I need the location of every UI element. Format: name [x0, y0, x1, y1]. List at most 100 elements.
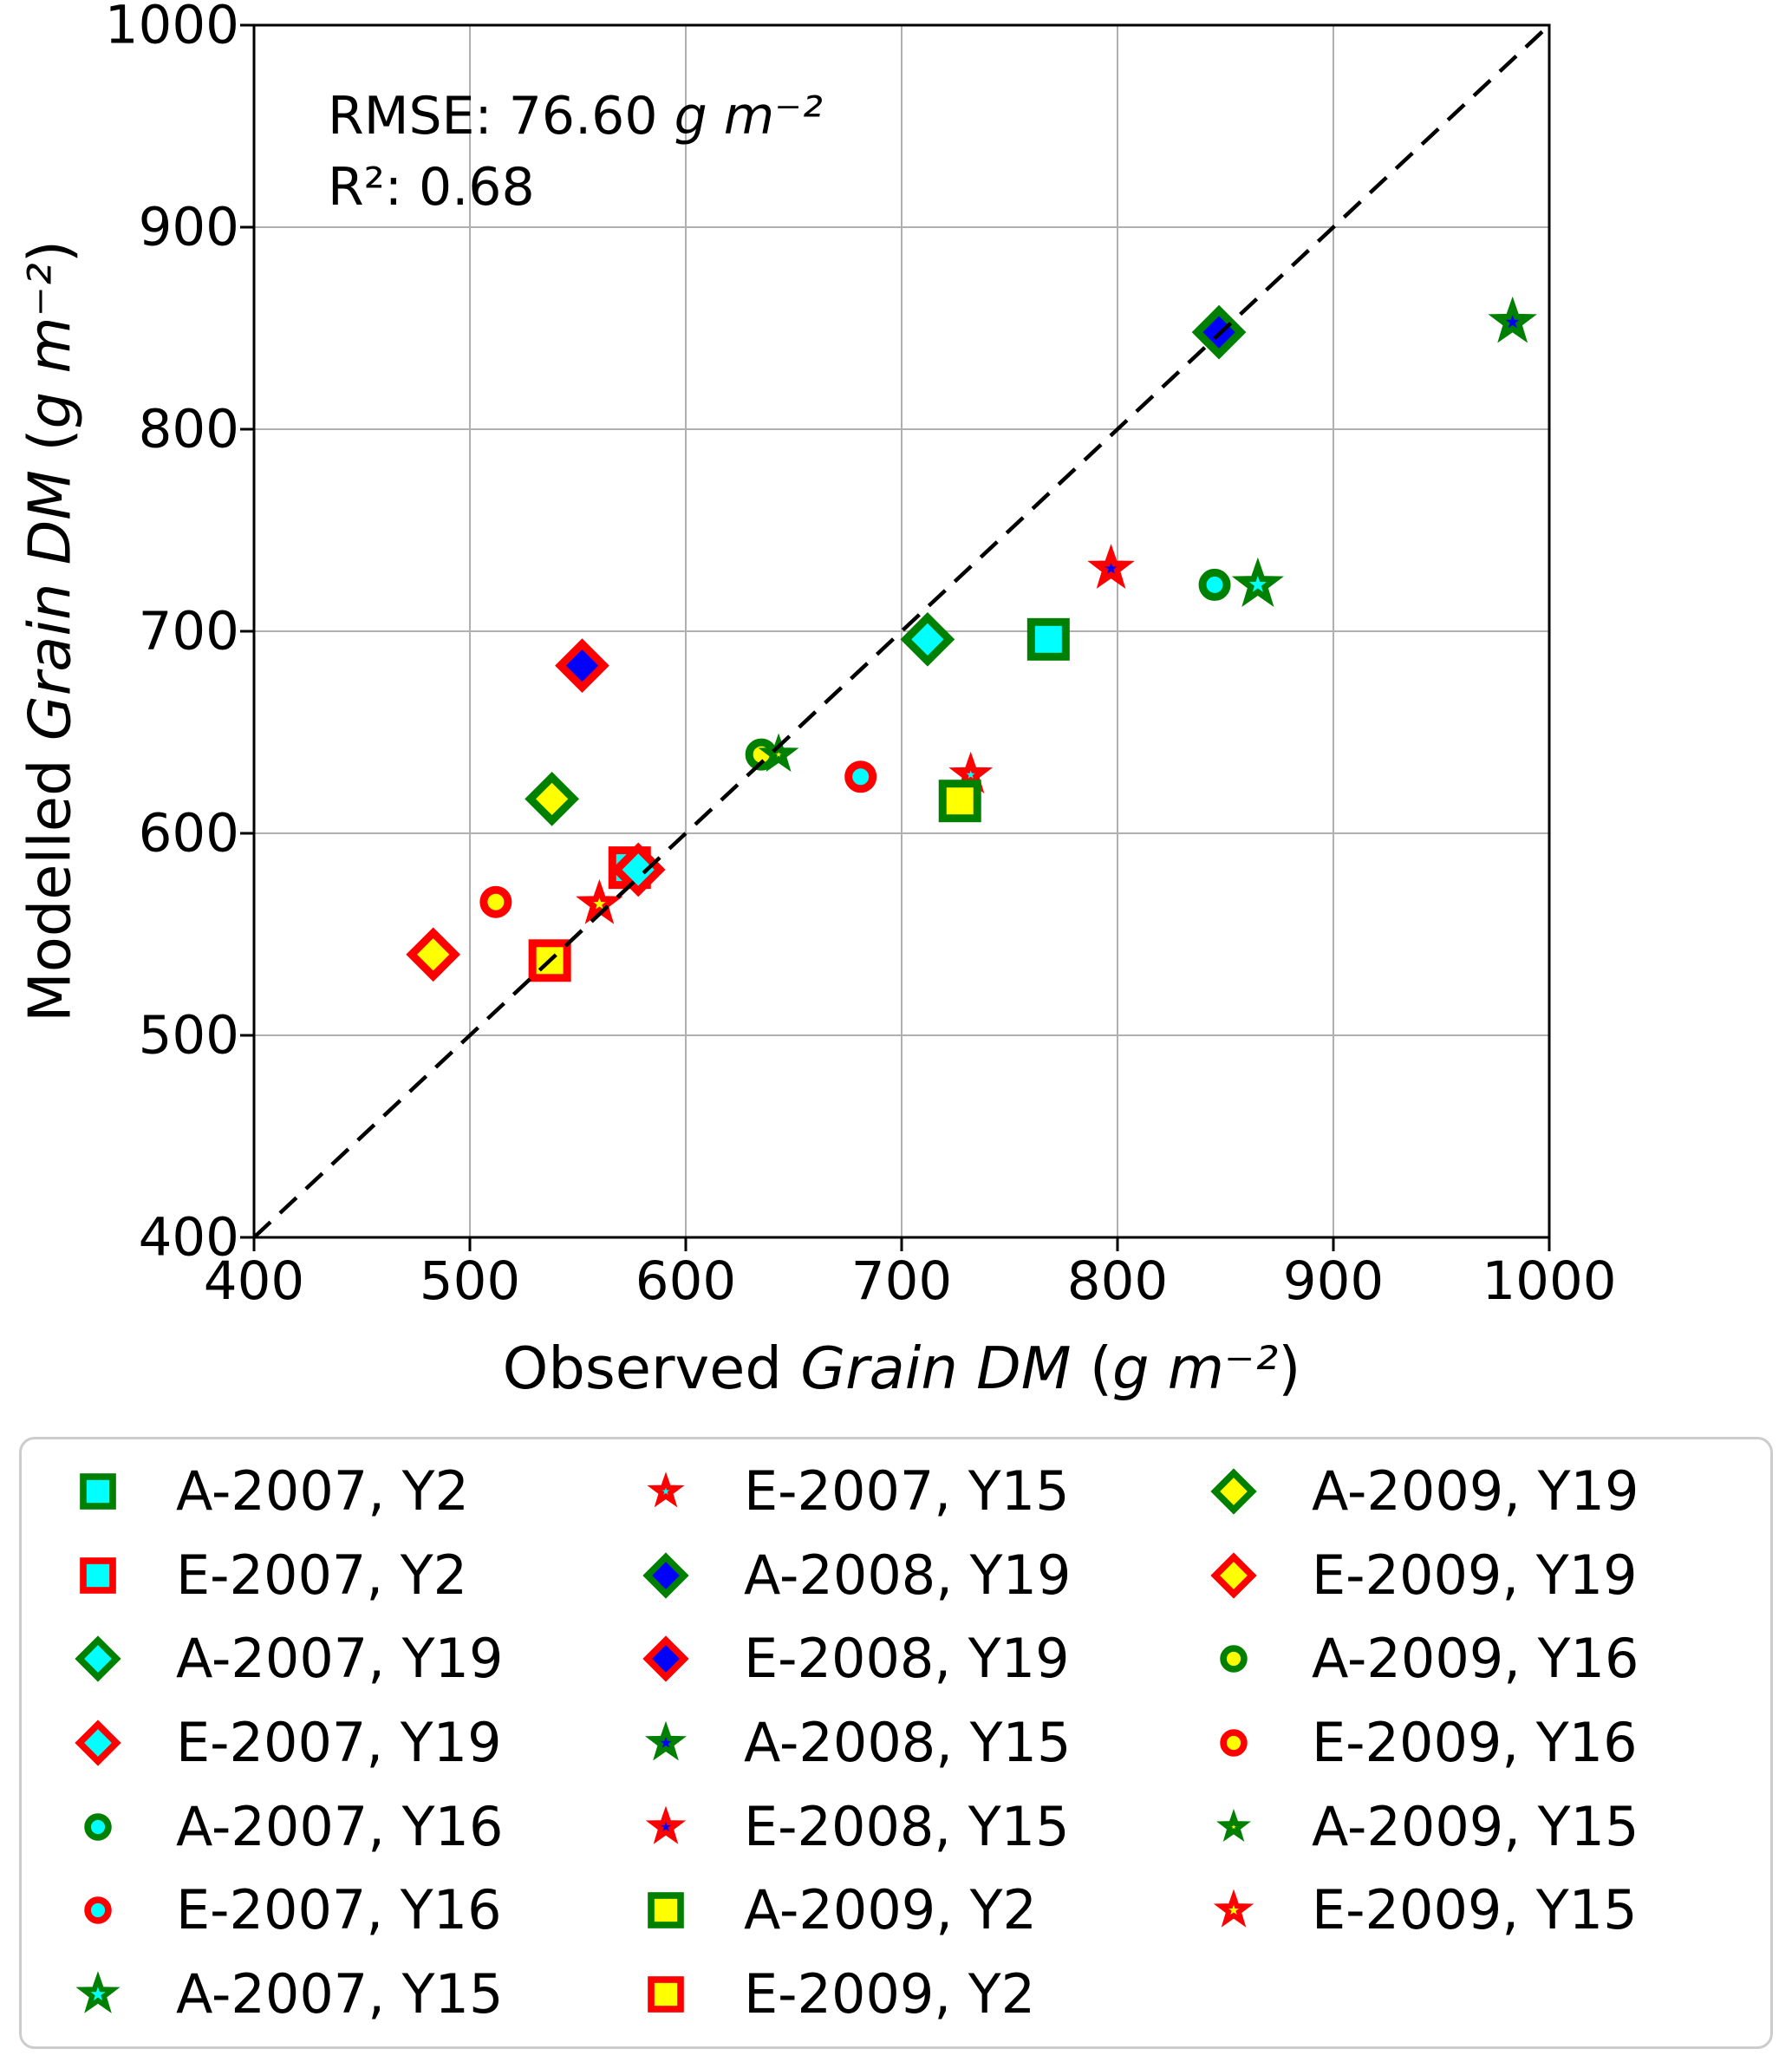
y-tick-label-400: 400	[138, 1206, 239, 1269]
legend-label: A-2007, Y15	[176, 1961, 504, 2026]
legend-item-A-2008-Y15: A-2008, Y15	[612, 1701, 1180, 1785]
legend-item-A-2009-Y15: A-2009, Y15	[1180, 1785, 1748, 1869]
legend-marker	[75, 1719, 121, 1766]
data-point-A-2009-Y16	[745, 738, 778, 771]
circle-marker-icon	[84, 1896, 112, 1924]
legend-label: E-2009, Y2	[744, 1961, 1036, 2026]
legend-item-E-2009-Y15: E-2009, Y15	[1180, 1869, 1748, 1953]
legend-item-A-2008-Y19: A-2008, Y19	[612, 1534, 1180, 1618]
legend-marker	[648, 1975, 684, 2013]
star-marker-icon	[647, 1471, 685, 1508]
y-tick-label-800: 800	[138, 398, 239, 460]
x-tick-label-900: 900	[1282, 1250, 1385, 1312]
data-point-E-2007-Y16	[844, 760, 877, 793]
legend-item-E-2007-Y15: E-2007, Y15	[612, 1450, 1180, 1534]
legend-marker	[1220, 1645, 1248, 1674]
legend-marker	[642, 1552, 689, 1599]
data-point-E-2009-Y15	[576, 878, 623, 924]
legend-item-A-2007-Y15: A-2007, Y15	[44, 1952, 612, 2036]
diamond-marker-icon	[1210, 1468, 1257, 1515]
star-marker-icon	[1216, 1808, 1251, 1842]
data-point-A-2007-Y19	[900, 611, 955, 667]
data-point-E-2009-Y16	[479, 885, 512, 918]
legend-item-A-2009-Y19: A-2009, Y19	[1180, 1450, 1748, 1534]
legend-marker	[1216, 1808, 1251, 1842]
square-marker-icon	[648, 1975, 684, 2013]
legend-marker	[80, 1473, 116, 1511]
circle-marker-icon	[1220, 1645, 1248, 1674]
data-point-E-2007-Y15	[948, 751, 994, 793]
legend-label: E-2009, Y19	[1312, 1543, 1638, 1607]
legend-label: E-2009, Y15	[1312, 1878, 1638, 1942]
legend-item-E-2009-Y19: E-2009, Y19	[1180, 1534, 1748, 1618]
legend-label: E-2008, Y19	[744, 1627, 1070, 1691]
diamond-marker-icon	[642, 1635, 689, 1683]
square-marker-icon	[80, 1557, 116, 1594]
legend-marker	[75, 1970, 121, 2013]
legend-item-E-2009-Y16: E-2009, Y16	[1180, 1701, 1748, 1785]
legend-box: A-2007, Y2 E-2007, Y2 A-2007, Y19 E-2007, Y…	[19, 1437, 1773, 2049]
legend-item-A-2007-Y19: A-2007, Y19	[44, 1617, 612, 1701]
data-point-E-2008-Y15	[1087, 544, 1135, 589]
legend-item-E-2007-Y19: E-2007, Y19	[44, 1701, 612, 1785]
legend-item-A-2007-Y16: A-2007, Y16	[44, 1785, 612, 1869]
legend-marker	[648, 1892, 684, 1928]
x-tick-label-800: 800	[1066, 1250, 1169, 1312]
legend-label: E-2007, Y16	[176, 1878, 502, 1942]
legend-label: A-2009, Y16	[1312, 1627, 1639, 1691]
data-point-A-2008-Y19	[1191, 304, 1247, 360]
data-point-A-2008-Y15	[1488, 296, 1537, 343]
y-tick-label-900: 900	[138, 196, 239, 258]
legend-label: E-2007, Y15	[744, 1459, 1070, 1524]
x-tick-label-1000: 1000	[1482, 1250, 1617, 1312]
legend-label: E-2008, Y15	[744, 1794, 1070, 1858]
legend-label: A-2009, Y19	[1312, 1459, 1639, 1524]
legend-label: E-2009, Y16	[1312, 1710, 1638, 1774]
legend-item-E-2007-Y16: E-2007, Y16	[44, 1869, 612, 1953]
legend-item-E-2008-Y15: E-2008, Y15	[612, 1785, 1180, 1869]
data-point-E-2009-Y19	[406, 927, 461, 982]
legend-item-A-2009-Y16: A-2009, Y16	[1180, 1617, 1748, 1701]
x-tick-label-600: 600	[635, 1250, 737, 1312]
legend-label: A-2007, Y19	[176, 1627, 504, 1691]
data-point-E-2007-Y19	[610, 842, 666, 897]
legend-label: A-2007, Y2	[176, 1459, 469, 1524]
data-point-E-2009-Y2	[528, 939, 571, 982]
legend-marker	[1210, 1468, 1257, 1515]
legend-item-E-2007-Y2: E-2007, Y2	[44, 1534, 612, 1618]
circle-marker-icon	[1220, 1729, 1248, 1757]
diamond-marker-icon	[1210, 1552, 1257, 1599]
legend-item-E-2009-Y2: E-2009, Y2	[612, 1952, 1180, 2036]
legend-label: E-2007, Y2	[176, 1543, 468, 1607]
x-tick-label-700: 700	[850, 1250, 953, 1312]
legend-marker	[1213, 1889, 1254, 1928]
data-point-A-2009-Y15	[758, 733, 799, 773]
legend-item-A-2007-Y2: A-2007, Y2	[44, 1450, 612, 1534]
legend-marker	[84, 1896, 112, 1924]
rmse-annotation: RMSE: 76.60 g m⁻²	[328, 86, 823, 147]
diamond-marker-icon	[75, 1719, 121, 1766]
circle-marker-icon	[84, 1812, 112, 1841]
star-marker-icon	[1213, 1889, 1254, 1928]
legend-label: A-2008, Y15	[744, 1710, 1072, 1774]
y-tick-label-700: 700	[138, 600, 239, 662]
legend-label: E-2007, Y19	[176, 1710, 502, 1774]
legend-item-A-2009-Y2: A-2009, Y2	[612, 1869, 1180, 1953]
data-point-E-2007-Y2	[608, 846, 651, 890]
legend-marker	[645, 1805, 687, 1844]
y-tick-label-500: 500	[138, 1004, 239, 1067]
legend-marker	[1210, 1552, 1257, 1599]
star-marker-icon	[645, 1805, 687, 1844]
legend-label: A-2009, Y15	[1312, 1794, 1639, 1858]
square-marker-icon	[80, 1473, 116, 1511]
x-tick-label-400: 400	[203, 1250, 305, 1312]
legend-marker	[80, 1557, 116, 1594]
x-axis-label: Observed Grain DM (g m⁻²)	[502, 1334, 1301, 1402]
data-point-A-2007-Y15	[1231, 557, 1284, 608]
y-tick-label-1000: 1000	[104, 0, 239, 56]
star-marker-icon	[75, 1970, 121, 2013]
diamond-marker-icon	[75, 1635, 121, 1683]
data-point-E-2008-Y19	[555, 638, 609, 693]
data-point-A-2009-Y19	[525, 772, 579, 826]
